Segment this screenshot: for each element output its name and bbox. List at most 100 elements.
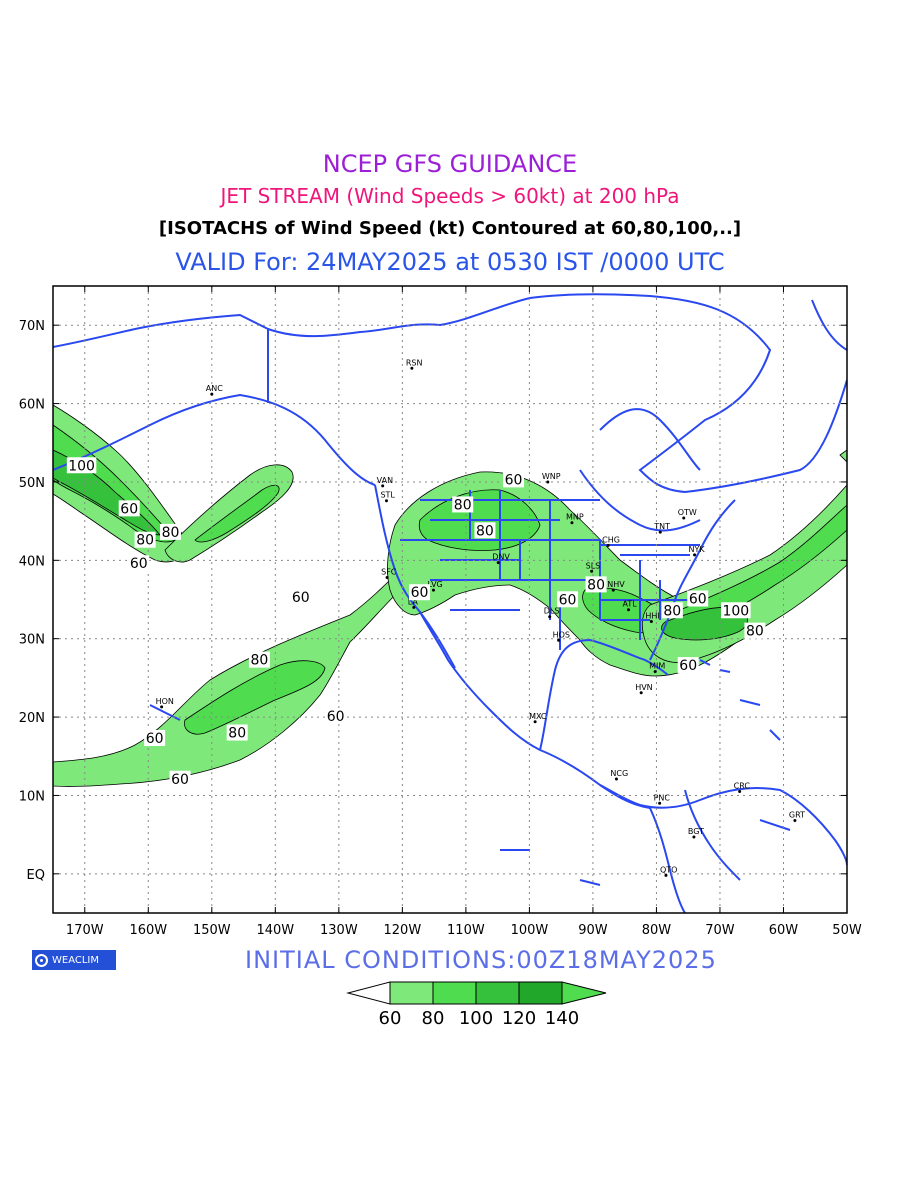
city-label: HON — [156, 697, 174, 706]
lat-tick-label: 70N — [19, 319, 45, 334]
contour-label: 60 — [689, 592, 707, 608]
map-subtitle: JET STREAM (Wind Speeds > 60kt) at 200 h… — [220, 184, 680, 208]
legend-label: 60 — [379, 1008, 402, 1029]
contour-label: 60 — [130, 556, 148, 572]
lon-tick-label: 150W — [193, 923, 231, 938]
contour-label-bg — [134, 531, 156, 548]
contour-label: 80 — [251, 653, 269, 669]
city-label: BGT — [688, 827, 704, 836]
city-marker — [385, 576, 389, 580]
contour-label: 60 — [171, 772, 189, 788]
city-marker — [793, 819, 797, 823]
city-label: CHG — [602, 535, 620, 544]
map-frame — [52, 285, 848, 914]
contour-label-bg — [677, 657, 699, 674]
city-marker — [381, 484, 385, 488]
latitude-axis: 70N 60N 50N 40N 30N 20N 10N EQ — [19, 319, 847, 883]
contour-label: 80 — [162, 525, 180, 541]
contour-label: 60 — [411, 585, 429, 601]
contour-label-bg — [585, 576, 607, 593]
city-label: DLS — [544, 607, 560, 616]
contour-label: 80 — [476, 523, 494, 539]
legend-low-arrow — [346, 981, 391, 1005]
city-marker — [570, 521, 574, 525]
lat-tick-label: 20N — [19, 711, 45, 726]
map-title: NCEP GFS GUIDANCE — [322, 150, 578, 178]
city-label: CRC — [734, 782, 751, 791]
city-marker — [606, 543, 610, 547]
contour-label-bg — [409, 584, 431, 601]
contour-label-bg — [160, 523, 182, 540]
city-label: DNV — [492, 553, 510, 562]
city-label: MIM — [649, 662, 665, 671]
map-description: [ISOTACHS of Wind Speed (kt) Contoured a… — [158, 218, 742, 239]
city-marker — [639, 691, 643, 695]
legend-label: 140 — [545, 1008, 579, 1029]
contour-label-bg — [474, 522, 496, 539]
contour-label: 80 — [663, 603, 681, 619]
lat-tick-label: EQ — [27, 868, 45, 883]
contour-label: 60 — [505, 472, 523, 488]
legend-swatch — [432, 981, 477, 1005]
city-marker — [410, 366, 414, 370]
city-label: ATL — [622, 600, 637, 609]
contour-label-bg — [169, 770, 191, 787]
city-label: HVN — [635, 683, 652, 692]
city-label: WNP — [542, 472, 561, 481]
lon-tick-label: 80W — [642, 923, 672, 938]
contour-label-bg — [503, 471, 525, 488]
contour-label-bg — [290, 588, 312, 605]
city-marker — [590, 569, 594, 573]
city-marker — [557, 638, 561, 642]
contour-label: 80 — [454, 497, 472, 513]
city-label: NYK — [689, 545, 706, 554]
lat-tick-label: 50N — [19, 476, 45, 491]
city-marker — [682, 516, 686, 520]
city-marker — [626, 608, 630, 612]
contour-label: 60 — [327, 709, 345, 725]
city-label: ANC — [206, 384, 223, 393]
legend-swatch — [389, 981, 434, 1005]
contour-label-bg — [226, 724, 248, 741]
contour-label: 60 — [120, 501, 138, 517]
color-legend: 60 80 100 120 140 — [346, 981, 607, 1029]
city-label: PNC — [654, 793, 671, 802]
contour-label: 60 — [292, 590, 310, 606]
contour-label-bg — [128, 555, 150, 572]
city-label: GRT — [789, 811, 805, 820]
city-label: MXC — [529, 712, 547, 721]
lat-lon-grid — [53, 286, 847, 913]
contour-label-bg — [325, 708, 347, 725]
city-label: SFC — [381, 568, 397, 577]
city-marker — [431, 588, 435, 592]
contour-label: 100 — [68, 458, 95, 474]
city-label: VAN — [377, 476, 393, 485]
city-marker — [664, 873, 668, 877]
lon-tick-label: 110W — [447, 923, 485, 938]
city-marker — [614, 777, 618, 781]
contour-label-bg — [452, 496, 474, 513]
weaclim-logo: WEACLIM — [32, 950, 116, 970]
city-label: QTO — [660, 865, 677, 874]
city-marker — [412, 605, 416, 609]
city-label: LVG — [427, 580, 442, 589]
city-marker — [693, 553, 697, 557]
contour-label-bg — [557, 591, 579, 608]
contour-label: 60 — [679, 658, 697, 674]
city-marker — [210, 392, 214, 396]
city-labels: ANC RSN VAN STL WNP MNP OTW TNT CHG NYK SFC LVG LA DN… — [156, 358, 805, 877]
lon-tick-label: 120W — [384, 923, 422, 938]
logo-icon — [35, 953, 48, 967]
contour-label: 80 — [136, 533, 154, 549]
city-label: LA — [408, 597, 419, 606]
contour-label-bg — [66, 457, 97, 474]
city-marker — [658, 801, 662, 805]
contour-label-bg — [744, 622, 766, 639]
initial-conditions: INITIAL CONDITIONS:00Z18MAY2025 — [245, 946, 717, 974]
longitude-axis: 170W 160W 150W 140W 130W 120W 110W 100W 90W 80W 70… — [66, 286, 862, 938]
city-label: NCG — [610, 769, 628, 778]
legend-high-arrow — [561, 981, 607, 1005]
city-label: HOS — [553, 630, 570, 639]
